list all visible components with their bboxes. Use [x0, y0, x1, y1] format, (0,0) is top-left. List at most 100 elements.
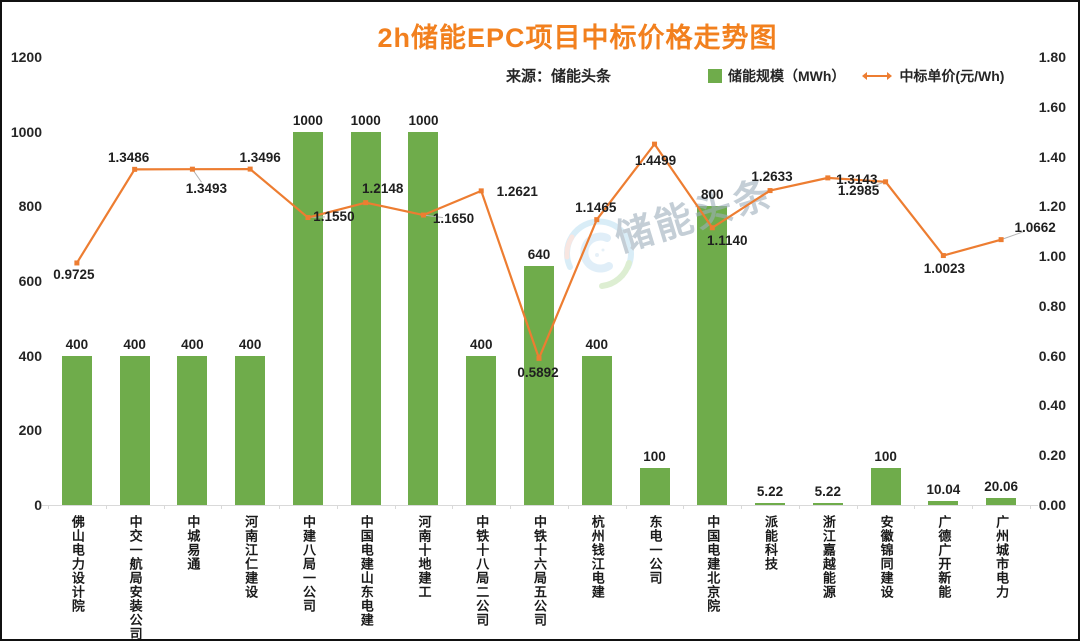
legend-line-label: 中标单价(元/Wh) [899, 68, 1005, 84]
line-value-label: 1.3143 [836, 171, 878, 187]
y-axis-right-tick: 1.40 [1038, 148, 1066, 165]
x-axis-category-label: 中城易通 [185, 515, 201, 571]
y-axis-left-tick: 400 [18, 347, 42, 364]
x-axis-category-label: 河南十地建工 [416, 515, 432, 599]
x-axis-category-label: 中国电建山东电建 [358, 515, 374, 627]
y-axis-right-tick: 1.80 [1038, 49, 1066, 65]
x-axis-line [42, 505, 1038, 506]
x-axis-tick [221, 505, 223, 509]
line-point-marker [132, 166, 138, 172]
line-value-label: 1.1140 [707, 232, 748, 248]
x-axis-category-label: 派能科技 [763, 515, 779, 571]
bar-value-label: 640 [527, 247, 551, 263]
bar-value-label: 10.04 [926, 482, 961, 498]
bar-value-label: 400 [65, 336, 89, 352]
bar [581, 355, 612, 505]
orange-double-arrow-icon [862, 72, 893, 80]
x-axis-category-label: 中交一航局安装公司 [127, 515, 143, 641]
y-axis-left-tick: 600 [18, 273, 42, 289]
bar-value-label: 400 [469, 336, 493, 352]
line-value-label: 1.0023 [923, 260, 965, 276]
x-axis-tick [279, 505, 281, 509]
x-axis-tick [510, 505, 512, 509]
line-value-label: 1.4499 [634, 153, 677, 169]
x-axis-category-label: 安徽锦同建设 [878, 515, 894, 599]
bar-value-label: 800 [701, 187, 724, 203]
line-value-label: 1.2148 [362, 180, 404, 196]
y-axis-right-tick: 0.80 [1038, 297, 1066, 314]
y-axis-right-tick: 0.00 [1038, 497, 1066, 513]
line-point-marker [247, 166, 253, 172]
y-axis-left-tick: 0 [34, 497, 42, 513]
y-axis-right-tick: 0.20 [1038, 447, 1066, 464]
x-axis-tick [914, 505, 916, 509]
line-point-marker [652, 141, 658, 147]
x-axis-tick [452, 505, 454, 509]
line-value-label: 1.3486 [107, 150, 150, 166]
x-axis-category-label: 广州城市电力 [994, 515, 1010, 599]
bar-value-label: 400 [123, 336, 146, 352]
bar-value-label: 20.06 [984, 478, 1018, 494]
line-value-label: 1.3496 [239, 150, 281, 166]
line-point-marker [189, 166, 195, 172]
bar-value-label: 100 [643, 448, 666, 464]
x-axis-tick [856, 505, 858, 509]
bar [870, 467, 901, 505]
x-axis-category-label: 中铁十八局二公司 [474, 515, 490, 627]
line-value-label: 0.5892 [517, 365, 559, 381]
bar-value-label: 400 [585, 336, 609, 352]
y-axis-right-tick: 0.60 [1038, 347, 1066, 364]
x-axis-tick [741, 505, 743, 509]
bar [292, 131, 323, 505]
legend-bar-label: 储能规模（MWh） [728, 68, 846, 84]
x-axis-category-label: 东电一公司 [647, 515, 663, 585]
line-point-marker [594, 217, 600, 223]
legend-item-bar-series: 储能规模（MWh） [708, 66, 845, 86]
line-value-label: 1.2633 [751, 168, 793, 184]
bar-value-label: 100 [874, 448, 897, 464]
bar [524, 266, 554, 505]
bar-value-label: 400 [238, 336, 262, 352]
x-axis-category-label: 中铁十六局五公司 [532, 515, 547, 627]
x-axis-tick [394, 505, 396, 509]
y-axis-right-tick: 1.60 [1038, 98, 1066, 115]
line-value-label: 0.9725 [53, 266, 95, 282]
x-axis-tick [683, 505, 685, 509]
bar [928, 501, 959, 505]
bar-value-label: 1000 [292, 112, 323, 128]
legend-item-line-series: 中标单价(元/Wh) [861, 66, 1004, 86]
bar [235, 355, 266, 505]
y-axis-right-tick: 1.00 [1038, 248, 1066, 265]
y-axis-left-tick: 1000 [10, 123, 42, 140]
bar [119, 355, 150, 505]
line-value-label: 1.1550 [313, 208, 355, 224]
x-axis-tick [105, 505, 107, 509]
x-axis-tick [625, 505, 627, 509]
x-axis-category-label: 中国电建北京院 [705, 515, 721, 613]
bar [61, 355, 92, 505]
x-axis-category-label: 浙江嘉越能源 [820, 515, 836, 599]
chart-source: 来源：储能头条 [506, 68, 612, 85]
line-value-label: 1.2985 [837, 182, 880, 198]
bar [639, 467, 670, 505]
x-axis-tick [163, 505, 165, 509]
y-axis-right-tick: 1.20 [1038, 198, 1066, 215]
bar [697, 206, 728, 505]
line-value-label: 1.0662 [1014, 219, 1056, 235]
bar [466, 355, 497, 505]
x-axis-category-label: 广德广开新能 [936, 515, 952, 599]
line-value-label: 1.1465 [575, 199, 617, 215]
y-axis-left-tick: 200 [18, 422, 42, 439]
bar [755, 503, 786, 505]
bar [177, 355, 208, 505]
bar [812, 503, 843, 505]
x-axis-category-label: 中建八局一公司 [300, 515, 316, 613]
x-axis-category-label: 杭州钱江电建 [589, 515, 605, 599]
bar-value-label: 5.22 [814, 484, 841, 500]
x-axis-category-label: 佛山电力设计院 [69, 515, 85, 613]
line-point-marker [940, 253, 946, 259]
green-square-icon [708, 69, 722, 83]
line-value-label: 1.3493 [185, 181, 228, 197]
y-axis-left-tick: 800 [18, 198, 42, 215]
